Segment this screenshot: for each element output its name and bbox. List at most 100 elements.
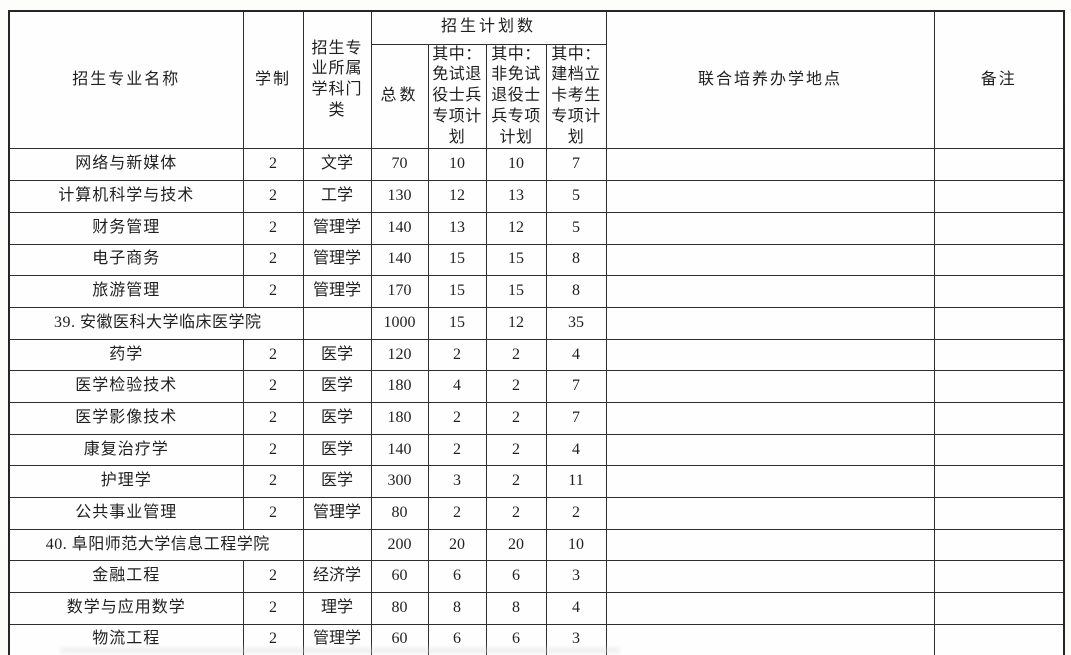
major-row: 金融工程 2 经济学 60 6 6 3 — [8, 560, 1065, 594]
cell-location — [605, 275, 935, 308]
major-row: 旅游管理 2 管理学 170 15 15 8 — [8, 275, 1065, 308]
cell-location — [605, 560, 935, 594]
cell-discipline: 管理学 — [302, 211, 372, 245]
cell-non-exempt: 6 — [485, 560, 547, 594]
major-row: 药学 2 医学 120 2 2 4 — [8, 338, 1065, 372]
cell-remark — [933, 370, 1065, 403]
header-discipline: 招生专业所属学科门类 — [302, 10, 372, 150]
cell-total: 180 — [370, 401, 429, 435]
cell-exempt: 8 — [427, 592, 487, 625]
cell-card: 5 — [545, 211, 607, 245]
cell-total: 200 — [370, 528, 429, 562]
cell-duration: 2 — [242, 560, 304, 594]
cell-card: 3 — [545, 623, 607, 655]
cell-total: 70 — [370, 148, 429, 182]
cell-card: 3 — [545, 560, 607, 594]
cell-duration: 2 — [242, 497, 304, 530]
major-row: 数学与应用数学 2 理学 80 8 8 4 — [8, 592, 1065, 625]
cell-duration: 2 — [242, 592, 304, 625]
cell-card: 2 — [545, 497, 607, 530]
cell-major-name: 计算机科学与技术 — [8, 180, 244, 213]
cell-remark — [933, 401, 1065, 435]
cell-discipline: 文学 — [302, 148, 372, 182]
cell-card: 35 — [545, 306, 607, 340]
cell-exempt: 2 — [427, 401, 487, 435]
school-row: 39. 安徽医科大学临床医学院 1000 15 12 35 — [8, 306, 1065, 340]
cell-non-exempt: 2 — [485, 433, 547, 467]
cell-non-exempt: 2 — [485, 497, 547, 530]
cell-duration: 2 — [242, 211, 304, 245]
cell-major-name: 39. 安徽医科大学临床医学院 — [8, 306, 304, 340]
cell-discipline: 医学 — [302, 401, 372, 435]
cell-non-exempt: 12 — [485, 211, 547, 245]
cell-remark — [933, 433, 1065, 467]
cell-remark — [933, 211, 1065, 245]
cell-major-name: 公共事业管理 — [8, 497, 244, 530]
cell-location — [605, 180, 935, 213]
cell-exempt: 13 — [427, 211, 487, 245]
cell-remark — [933, 306, 1065, 340]
cell-location — [605, 211, 935, 245]
cell-discipline: 管理学 — [302, 275, 372, 308]
cell-remark — [933, 338, 1065, 372]
cell-major-name: 药学 — [8, 338, 244, 372]
header-non-exempt-veteran: 其中：非免试退役士兵专项计划 — [485, 43, 547, 150]
cell-card: 11 — [545, 465, 607, 499]
cell-card: 8 — [545, 275, 607, 308]
header-poverty-card: 其中：建档立卡考生专项计划 — [545, 43, 607, 150]
cell-non-exempt: 2 — [485, 401, 547, 435]
cell-exempt: 2 — [427, 497, 487, 530]
cell-discipline — [302, 306, 372, 340]
cell-card: 4 — [545, 338, 607, 372]
major-row: 医学影像技术 2 医学 180 2 2 7 — [8, 401, 1065, 435]
table-header: 招生专业名称 学制 招生专业所属学科门类 招生计划数 联合培养办学地点 备注 总… — [8, 10, 1065, 150]
cell-card: 7 — [545, 401, 607, 435]
cell-discipline: 管理学 — [302, 497, 372, 530]
cell-total: 140 — [370, 433, 429, 467]
major-row: 物流工程 2 管理学 60 6 6 3 — [8, 623, 1065, 655]
cell-card: 7 — [545, 148, 607, 182]
major-row: 网络与新媒体 2 文学 70 10 10 7 — [8, 148, 1065, 182]
cell-location — [605, 497, 935, 530]
cell-location — [605, 592, 935, 625]
cell-non-exempt: 15 — [485, 275, 547, 308]
cell-exempt: 20 — [427, 528, 487, 562]
cell-exempt: 6 — [427, 560, 487, 594]
cell-location — [605, 370, 935, 403]
cell-exempt: 15 — [427, 243, 487, 277]
major-row: 护理学 2 医学 300 3 2 11 — [8, 465, 1065, 499]
cell-exempt: 3 — [427, 465, 487, 499]
major-row: 电子商务 2 管理学 140 15 15 8 — [8, 243, 1065, 277]
cell-major-name: 物流工程 — [8, 623, 244, 655]
cell-total: 60 — [370, 560, 429, 594]
cell-card: 4 — [545, 592, 607, 625]
cell-total: 140 — [370, 211, 429, 245]
cell-discipline: 理学 — [302, 592, 372, 625]
cell-discipline: 医学 — [302, 338, 372, 372]
cell-discipline: 医学 — [302, 370, 372, 403]
school-row: 40. 阜阳师范大学信息工程学院 200 20 20 10 — [8, 528, 1065, 562]
cell-total: 80 — [370, 592, 429, 625]
cell-duration: 2 — [242, 148, 304, 182]
enrollment-plan-table: 招生专业名称 学制 招生专业所属学科门类 招生计划数 联合培养办学地点 备注 总… — [8, 10, 1066, 655]
cell-card: 5 — [545, 180, 607, 213]
cell-duration: 2 — [242, 370, 304, 403]
cell-exempt: 15 — [427, 275, 487, 308]
cell-major-name: 金融工程 — [8, 560, 244, 594]
cell-major-name: 医学检验技术 — [8, 370, 244, 403]
cell-location — [605, 465, 935, 499]
major-row: 计算机科学与技术 2 工学 130 12 13 5 — [8, 180, 1065, 213]
cell-total: 300 — [370, 465, 429, 499]
cell-location — [605, 306, 935, 340]
major-row: 康复治疗学 2 医学 140 2 2 4 — [8, 433, 1065, 467]
cell-remark — [933, 465, 1065, 499]
cell-total: 1000 — [370, 306, 429, 340]
cell-remark — [933, 148, 1065, 182]
cell-exempt: 6 — [427, 623, 487, 655]
cell-major-name: 数学与应用数学 — [8, 592, 244, 625]
cell-non-exempt: 12 — [485, 306, 547, 340]
major-row: 医学检验技术 2 医学 180 4 2 7 — [8, 370, 1065, 403]
cell-major-name: 电子商务 — [8, 243, 244, 277]
header-plan-group: 招生计划数 — [370, 10, 607, 45]
